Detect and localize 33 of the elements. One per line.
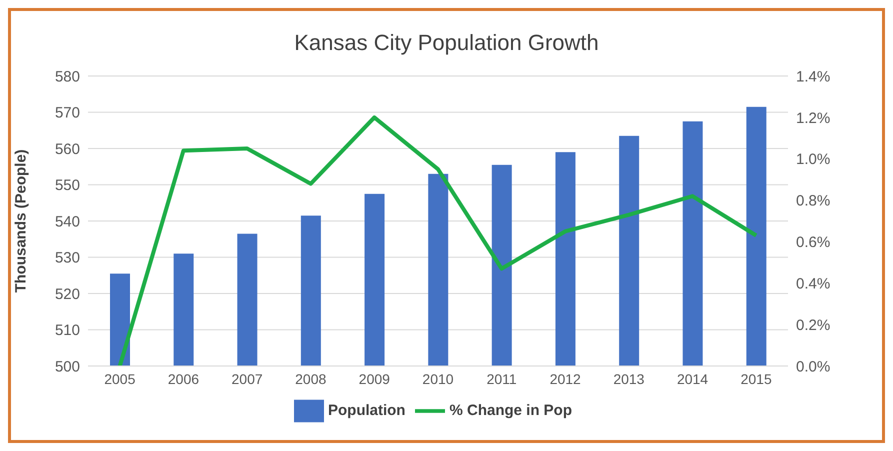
y-tick-label: 500	[54, 358, 80, 376]
x-tick-label: 2005	[104, 370, 136, 387]
x-tick-label: 2010	[422, 370, 454, 387]
x-tick-label: 2015	[740, 370, 772, 387]
x-tick-label: 2013	[613, 370, 645, 387]
y-tick-label: 580	[54, 68, 80, 86]
y-tick-label: 530	[54, 250, 80, 267]
y-tick-label: 510	[54, 322, 80, 340]
y-axis-title: Thousands (People)	[12, 149, 30, 293]
y2-tick-label: 1.4%	[796, 68, 830, 86]
legend-label: Population	[328, 402, 406, 420]
x-tick-label: 2011	[486, 370, 517, 387]
chart-title: Kansas City Population Growth	[293, 30, 600, 56]
x-tick-label: 2008	[295, 370, 327, 387]
y-tick-label: 550	[54, 177, 80, 194]
y2-tick-label: 0.6%	[796, 234, 830, 252]
y2-tick-label: 1.2%	[796, 110, 830, 127]
y2-tick-label: 0.0%	[796, 358, 830, 376]
line-series	[118, 115, 758, 366]
legend-label: % Change in Pop	[449, 402, 572, 420]
y-tick-label: 570	[54, 104, 80, 122]
x-tick-label: 2006	[168, 370, 200, 387]
y-tick-label: 540	[54, 213, 80, 230]
y2-tick-label: 0.4%	[796, 275, 830, 292]
y-tick-label: 520	[54, 286, 80, 303]
y-tick-label: 560	[54, 140, 80, 158]
y2-tick-label: 0.8%	[796, 192, 830, 210]
x-tick-label: 2007	[232, 370, 263, 387]
y2-tick-label: 0.2%	[796, 316, 830, 334]
x-tick-label: 2014	[676, 370, 708, 387]
x-tick-label: 2012	[550, 370, 582, 387]
x-tick-label: 2009	[358, 370, 390, 387]
y2-tick-label: 1.0%	[796, 151, 830, 168]
